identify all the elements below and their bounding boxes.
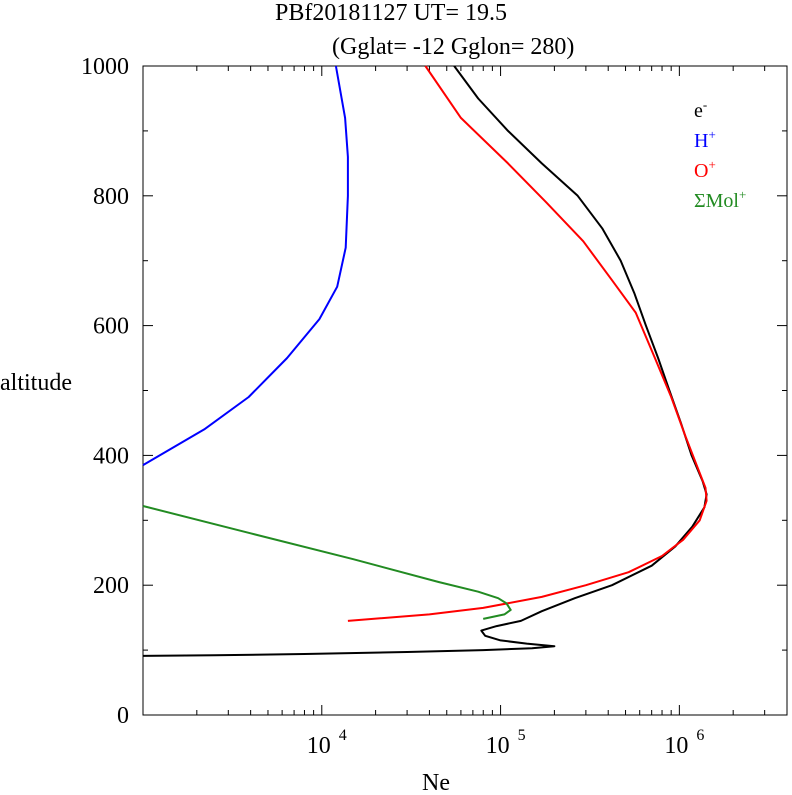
legend: e- H+ O+ ΣMol+ (694, 97, 746, 212)
x-tick-label-exponent: 5 (518, 727, 526, 744)
x-axis-label: Ne (422, 770, 450, 795)
y-tick-label: 1000 (81, 54, 129, 80)
legend-entry: O+ (694, 157, 716, 182)
x-tick-label-exponent: 6 (696, 727, 704, 744)
series-line (142, 65, 708, 657)
y-axis-label: altitude (0, 370, 72, 396)
chart-title: PBf20181127 UT= 19.5 (275, 0, 507, 26)
legend-entry: ΣMol+ (694, 187, 746, 212)
y-tick-label: 200 (93, 573, 129, 599)
series-line (347, 65, 708, 622)
series-layer (142, 65, 708, 657)
y-axis: 0 200 400 600 800 1000 (81, 54, 787, 729)
x-tick-label: 10 (307, 733, 331, 759)
y-tick-label: 0 (117, 703, 129, 729)
y-tick-label: 400 (93, 443, 129, 469)
plot-frame (142, 65, 788, 716)
x-tick-label: 10 (664, 733, 688, 759)
x-tick-label: 10 (486, 733, 510, 759)
x-tick-label-exponent: 4 (339, 727, 347, 744)
chart-subtitle: (Gglat= -12 Gglon= 280) (332, 34, 574, 60)
y-tick-label: 600 (93, 314, 129, 340)
y-tick-label: 800 (93, 184, 129, 210)
series-line (142, 505, 512, 620)
legend-entry: H+ (694, 127, 716, 152)
legend-entry: e- (694, 97, 707, 122)
x-axis: 10 4 10 5 10 6 (142, 66, 788, 759)
series-line (142, 65, 349, 466)
